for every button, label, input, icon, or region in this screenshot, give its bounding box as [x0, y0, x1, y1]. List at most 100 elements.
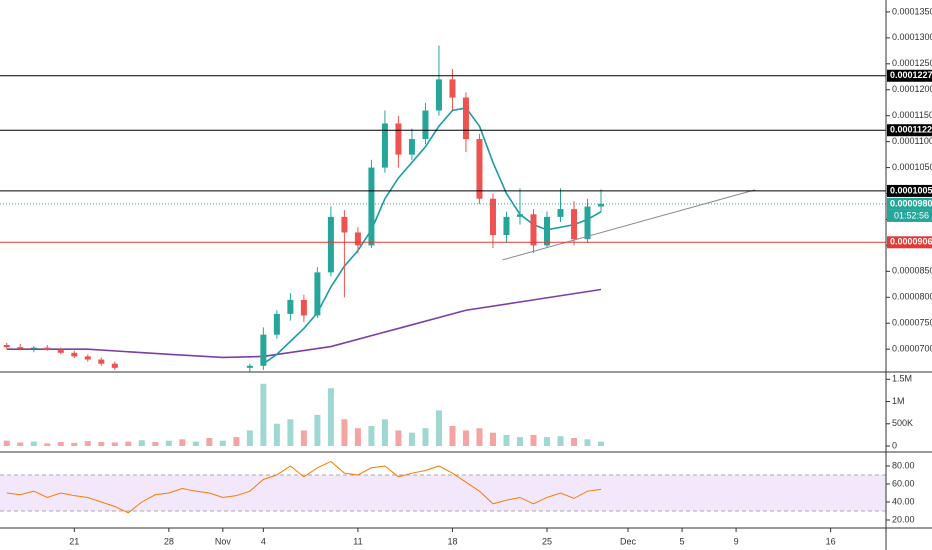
volume-bar	[354, 428, 361, 446]
x-tick-label: 28	[164, 536, 174, 546]
volume-bar	[84, 441, 91, 446]
candle-body	[98, 359, 105, 364]
candle-body	[598, 203, 605, 207]
candle-body	[84, 356, 91, 360]
candle-body	[489, 198, 496, 236]
candle-body	[557, 209, 564, 217]
price-label: 0.0001122	[890, 125, 932, 135]
labels: 0.0000700 0.0000750 0.0000800 0.0000850 0.00…	[69, 6, 932, 546]
volume-bar	[381, 419, 388, 446]
price-label-box	[887, 236, 932, 249]
x-tick-label: 16	[826, 536, 836, 546]
candle-body	[44, 347, 51, 350]
price-pane	[0, 45, 886, 372]
volume-bar	[435, 410, 442, 446]
volume-bar	[57, 442, 64, 446]
candle-body	[3, 345, 10, 348]
volume-bar	[98, 442, 105, 446]
x-tick-label: 5	[680, 536, 685, 546]
candle-body	[30, 347, 37, 349]
x-tick-label: 11	[353, 536, 362, 546]
candle-body	[543, 216, 550, 246]
moving-average	[6, 288, 602, 359]
y-tick-label: 0.0001350	[892, 6, 932, 16]
y-tick-label: 0.0000750	[892, 318, 932, 328]
candle-body	[327, 216, 334, 273]
x-tick-label: 9	[734, 536, 739, 546]
x-tick-label: 4	[261, 536, 266, 546]
volume-bar	[543, 437, 550, 446]
volume-bar	[300, 430, 307, 446]
volume-bar	[152, 442, 159, 446]
price-label: 0.0000980	[890, 198, 932, 208]
price-label: 0.0001227	[890, 70, 932, 80]
volume-bar	[584, 439, 591, 446]
x-tick-label: Dec	[620, 536, 637, 546]
trend-line	[502, 189, 756, 261]
y-tick-label: 1.5M	[892, 374, 912, 384]
candle-body	[449, 79, 456, 98]
volume-bar	[44, 443, 51, 446]
volume-bar	[462, 430, 469, 446]
candle-body	[381, 123, 388, 168]
volume-bar	[530, 434, 537, 446]
x-tick-label: 25	[542, 536, 552, 546]
candle-body	[246, 365, 253, 368]
volume-bar	[287, 419, 294, 446]
y-tick-label: 0.0000700	[892, 344, 932, 354]
volume-bar	[206, 438, 213, 446]
volume-bar	[314, 414, 321, 446]
price-label-box	[887, 184, 932, 197]
volume-bar	[449, 426, 456, 446]
countdown: 01:52:56	[894, 210, 929, 220]
y-tick-label: 20.00	[892, 514, 915, 524]
candle-body	[111, 363, 118, 368]
volume-bar	[111, 442, 118, 446]
volume-bar	[71, 442, 78, 446]
countdown-box	[887, 209, 932, 222]
candle-body	[462, 97, 469, 140]
y-tick-label: 0.0000850	[892, 266, 932, 276]
price-label: 0.0000906	[890, 237, 932, 247]
volume-bar	[165, 440, 172, 446]
y-tick-label: 0.0000800	[892, 292, 932, 302]
volume-bar	[489, 432, 496, 446]
candle-body	[341, 216, 348, 233]
rsi-band	[0, 474, 886, 511]
candle-body	[71, 352, 78, 357]
y-tick-label: 0.0001050	[892, 162, 932, 172]
candle-body	[368, 167, 375, 246]
rsi-line	[6, 460, 602, 514]
candle-body	[273, 313, 280, 335]
volume-bar	[341, 419, 348, 446]
candle-body	[300, 299, 307, 316]
volume-bar	[3, 440, 10, 446]
candle-body	[503, 216, 510, 236]
y-tick-label: 1M	[892, 396, 905, 406]
volume-bar	[422, 428, 429, 446]
volume-bar	[395, 430, 402, 446]
candle-body	[354, 232, 361, 246]
volume-bar	[557, 436, 564, 446]
y-tick-label: 500K	[892, 418, 913, 428]
y-tick-label: 0	[892, 440, 897, 450]
volume-bar	[246, 430, 253, 446]
y-tick-label: 0.0001250	[892, 58, 932, 68]
moving-average	[262, 107, 602, 365]
candle-body	[408, 139, 415, 155]
price-label: 0.0001005	[890, 185, 932, 195]
price-label-box	[887, 197, 932, 210]
y-tick-label: 80.00	[892, 460, 915, 470]
panes	[0, 383, 886, 514]
candle-body	[57, 349, 64, 353]
volume-bar	[273, 423, 280, 446]
volume-bar	[219, 440, 226, 446]
volume-bar	[368, 426, 375, 446]
price-label-box	[887, 69, 932, 82]
y-tick-label: 0.0001200	[892, 84, 932, 94]
candle-body	[395, 123, 402, 155]
volume-bar	[327, 388, 334, 446]
candle-body	[435, 79, 442, 111]
x-tick-label: Nov	[215, 536, 232, 546]
x-tick-label: 18	[447, 536, 457, 546]
